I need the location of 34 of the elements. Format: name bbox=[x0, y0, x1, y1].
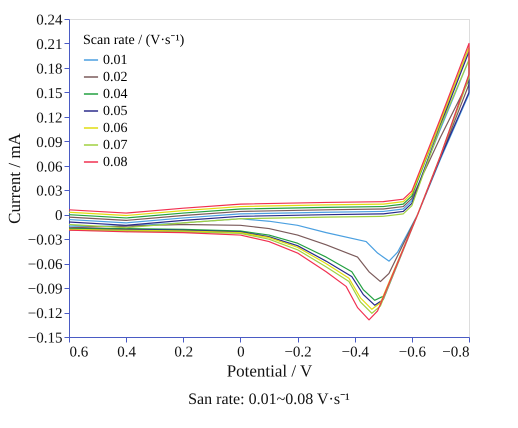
legend-label: 0.05 bbox=[103, 104, 128, 119]
y-tick-label: 0.03 bbox=[36, 184, 62, 200]
y-tick-label: −0.15 bbox=[28, 330, 62, 346]
y-tick-label: −0.03 bbox=[28, 232, 62, 249]
y-tick-label: 0.15 bbox=[36, 86, 62, 102]
y-tick-label: 0.06 bbox=[36, 159, 63, 176]
line-series bbox=[68, 80, 470, 282]
y-tick-label: 0 bbox=[55, 208, 62, 224]
y-axis-title: Current / mA bbox=[4, 132, 24, 224]
text: San rate: 0.01~0.08 V·s⁻¹ bbox=[188, 391, 350, 408]
y-tick-label: 0.21 bbox=[36, 36, 62, 53]
y-tick-label: −0.12 bbox=[28, 306, 62, 322]
x-tick-label: 0.4 bbox=[117, 344, 137, 360]
y-tick-label: 0.09 bbox=[36, 134, 62, 151]
legend-label: 0.02 bbox=[103, 70, 128, 85]
y-tick-label: −0.09 bbox=[28, 282, 62, 298]
x-tick-label: −0.4 bbox=[342, 344, 370, 360]
x-tick-label: 0.2 bbox=[174, 344, 194, 360]
y-tick-label: 0.18 bbox=[36, 61, 62, 78]
legend-label: 0.07 bbox=[103, 138, 128, 153]
x-axis-title: Potential / V bbox=[226, 362, 314, 380]
y-tick-label: −0.06 bbox=[28, 257, 63, 274]
legend-label: 0.08 bbox=[103, 155, 128, 170]
x-tick-label: −0.2 bbox=[284, 344, 312, 360]
legend-label: 0.04 bbox=[103, 87, 128, 102]
x-tick-label: −0.8 bbox=[442, 344, 470, 360]
y-tick-label: 0.24 bbox=[36, 12, 63, 28]
legend-label: 0.06 bbox=[103, 121, 128, 136]
x-tick-label: −0.6 bbox=[398, 344, 426, 360]
y-tick-label: 0.12 bbox=[36, 110, 62, 126]
x-tick-label: 0.6 bbox=[70, 344, 89, 360]
x-tick-label: 0 bbox=[237, 344, 245, 360]
legend-title: Scan rate / (V·s⁻¹) bbox=[83, 33, 185, 48]
legend-label: 0.01 bbox=[103, 53, 128, 68]
